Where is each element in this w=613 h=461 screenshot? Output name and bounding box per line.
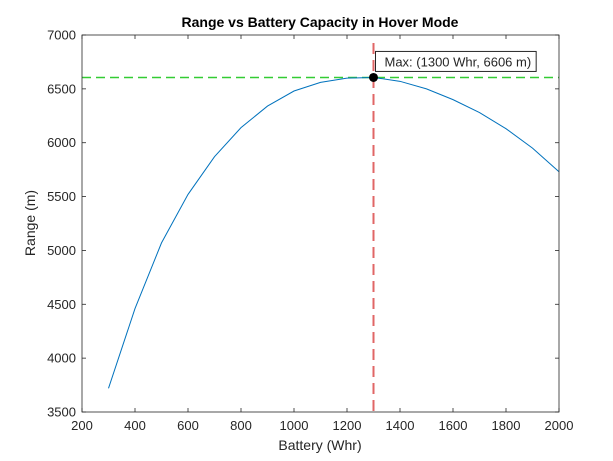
x-axis-label: Battery (Whr) <box>278 437 361 453</box>
y-tick-label: 5000 <box>47 243 76 258</box>
y-tick-label: 7000 <box>47 28 76 43</box>
x-tick-label: 1600 <box>439 418 468 433</box>
plot-frame <box>81 34 560 413</box>
x-tick-label: 600 <box>177 418 199 433</box>
y-tick-label: 3500 <box>47 405 76 420</box>
x-tick-label: 1200 <box>333 418 362 433</box>
x-axis: 200 400 600 800 1000 1200 1400 1600 1800 2000 <box>71 35 573 433</box>
y-tick-label: 4000 <box>47 351 76 366</box>
y-tick-label: 6500 <box>47 81 76 96</box>
x-tick-label: 2000 <box>545 418 574 433</box>
y-axis: 3500 4000 4500 5000 5500 6000 6500 7000 <box>47 28 559 420</box>
marker-layer: Max: (1300 Whr, 6606 m) <box>369 50 537 82</box>
max-point-marker <box>369 72 378 82</box>
max-annotation-text: Max: (1300 Whr, 6606 m) <box>385 54 532 69</box>
y-tick-label: 5500 <box>47 189 76 204</box>
y-axis-label: Range (m) <box>22 190 38 256</box>
x-tick-label: 1000 <box>280 418 309 433</box>
range-series-line <box>108 76 560 389</box>
x-tick-label: 1400 <box>386 418 415 433</box>
max-annotation-box <box>375 50 537 72</box>
chart-title: Range vs Battery Capacity in Hover Mode <box>182 14 459 30</box>
x-tick-label: 200 <box>71 418 93 433</box>
y-tick-label: 4500 <box>47 297 76 312</box>
plot-area <box>82 35 559 412</box>
y-tick-label: 6000 <box>47 135 76 150</box>
reference-lines <box>82 43 559 412</box>
x-tick-label: 800 <box>230 418 252 433</box>
series-layer <box>108 76 560 389</box>
x-tick-label: 400 <box>124 418 146 433</box>
x-tick-label: 1800 <box>492 418 521 433</box>
